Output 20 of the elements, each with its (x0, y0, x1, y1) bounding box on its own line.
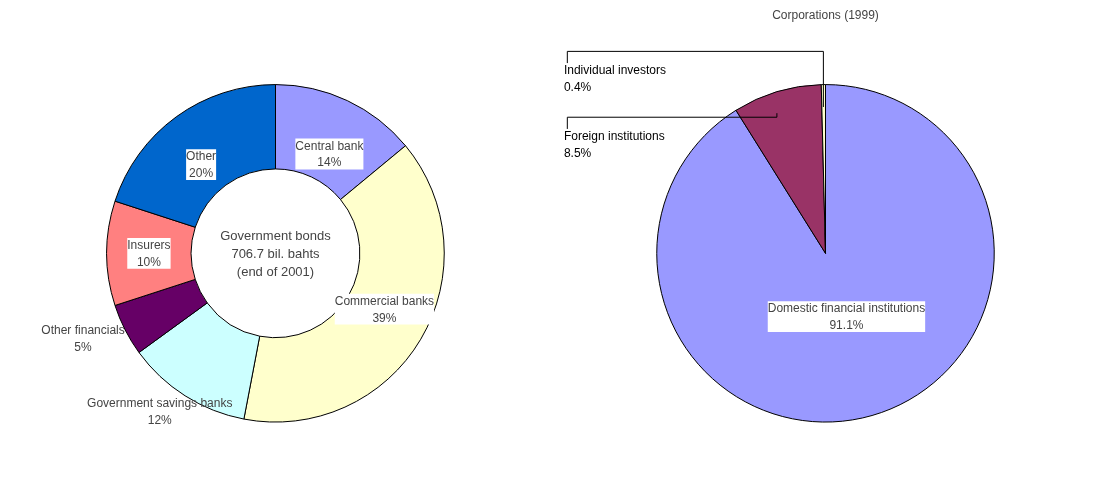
data-label: 10% (136, 254, 162, 269)
data-label: 91.1% (829, 318, 864, 333)
slice-label: Domestic financial institutions (767, 301, 926, 316)
slice-label: Government savings banks (87, 396, 233, 411)
text: Government bonds 706.7 bil. bahts (end of 2001) (220, 227, 332, 279)
data-label: 39% (372, 310, 397, 325)
chart-title: Corporations (1999) (772, 7, 879, 22)
slice-label: Other financials (41, 322, 125, 337)
data-label: 20% (189, 165, 214, 180)
data-label: 0.4% (563, 79, 592, 94)
slice-label: Other (186, 149, 217, 164)
slice-label: Commercial banks (334, 293, 435, 308)
data-label: 8.5% (563, 145, 592, 160)
slice-label: Individual investors (563, 63, 666, 78)
data-label: 14% (317, 155, 342, 170)
data-label: 12% (147, 412, 173, 427)
data-label: 5% (74, 339, 93, 354)
slice-label: Foreign institutions (563, 128, 665, 143)
slice-label: Central bank (295, 138, 365, 153)
slice-label: Insurers (127, 237, 171, 252)
